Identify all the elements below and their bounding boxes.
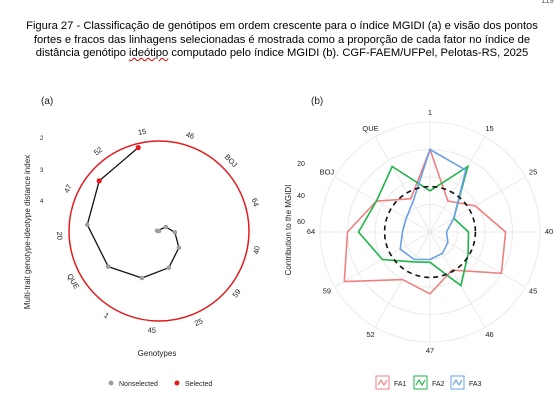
panel-b-rtick-0: 20 bbox=[297, 161, 305, 168]
panel-b-rtick-2: 60 bbox=[297, 219, 305, 226]
legend-fa3-glyph bbox=[452, 378, 463, 387]
genotype-label: 59 bbox=[230, 287, 242, 299]
nonselected-point bbox=[154, 228, 160, 234]
panel-b-marks: 1 15 25 40 45 46 47 52 59 64 BOJ QUE bbox=[307, 108, 553, 355]
radar-spoke bbox=[334, 176, 431, 233]
panel-a-rtick-2: 4 bbox=[40, 199, 44, 205]
radar-spoke bbox=[429, 176, 526, 233]
radar-category-label: 40 bbox=[545, 227, 553, 236]
legend-fa1-label: FA1 bbox=[394, 381, 407, 388]
panel-a-marks: 46 BOJ 64 40 59 25 45 1 QUE 20 47 52 15 bbox=[55, 127, 262, 335]
radar-series-fa1 bbox=[343, 147, 507, 295]
selection-threshold-circle bbox=[68, 140, 250, 322]
genotype-label: QUE bbox=[65, 272, 81, 291]
genotype-label: 1 bbox=[102, 311, 110, 321]
panel-b-label: (b) bbox=[311, 96, 323, 107]
nonselected-point bbox=[166, 265, 172, 271]
radar-category-label: 47 bbox=[426, 346, 434, 355]
panel-b-legend: FA1 FA2 FA3 bbox=[375, 375, 482, 390]
radar-spoke bbox=[429, 136, 486, 233]
radar-category-label: BOJ bbox=[320, 167, 335, 176]
legend-nonselected-label: Nonselected bbox=[119, 381, 158, 388]
genotype-label: 25 bbox=[193, 316, 204, 328]
genotype-label: 47 bbox=[62, 183, 74, 194]
radar-category-label: 59 bbox=[323, 286, 331, 295]
nonselected-point bbox=[105, 264, 111, 269]
radar-category-label: 46 bbox=[485, 330, 493, 339]
nonselected-point bbox=[172, 230, 178, 235]
panel-b-rtick-1: 40 bbox=[297, 193, 305, 200]
legend-selected-label: Selected bbox=[185, 381, 212, 388]
radar-category-label: 25 bbox=[529, 167, 537, 176]
radar-category-label: 45 bbox=[529, 286, 537, 295]
legend-fa3-box bbox=[450, 375, 465, 390]
genotype-label: 40 bbox=[251, 245, 261, 255]
radar-category-label: 1 bbox=[428, 108, 432, 117]
selected-point bbox=[96, 178, 102, 184]
genotype-label: 15 bbox=[137, 127, 147, 137]
panel-a-xlabel: Genotypes bbox=[138, 349, 177, 358]
genotype-label: BOJ bbox=[223, 152, 240, 169]
panel-a-ylabel: Multi-trait genotype-ideotype distance i… bbox=[23, 155, 32, 309]
legend-fa1-glyph bbox=[377, 378, 388, 387]
nonselected-point bbox=[85, 222, 90, 227]
caption-text-end: computado pelo índice MGIDI (b). CGF-FAE… bbox=[168, 47, 529, 60]
panel-a-label: (a) bbox=[41, 96, 53, 107]
panel-a-rtick-0: 2 bbox=[40, 136, 44, 142]
radar-series-fa3 bbox=[399, 148, 467, 261]
selected-point bbox=[135, 145, 141, 151]
radar-category-label: QUE bbox=[362, 124, 378, 133]
radar-category-label: 15 bbox=[485, 124, 493, 133]
panel-b-ylabel: Contribution to the MGIDI bbox=[284, 185, 293, 276]
spiral-line bbox=[86, 147, 180, 279]
legend-fa1-box bbox=[375, 375, 390, 390]
legend-fa3-label: FA3 bbox=[469, 381, 482, 388]
page-number: 119 bbox=[541, 0, 554, 5]
genotype-label: 46 bbox=[185, 130, 196, 141]
radar-spoke bbox=[429, 231, 486, 328]
caption-text: Figura 27 - Classificação de genótipos e… bbox=[26, 20, 538, 60]
legend-nonselected-swatch bbox=[108, 380, 114, 386]
genotype-label: 20 bbox=[55, 231, 64, 240]
nonselected-point bbox=[139, 275, 145, 281]
legend-fa2-label: FA2 bbox=[432, 381, 445, 388]
genotype-label: 64 bbox=[250, 197, 261, 208]
genotype-label: 52 bbox=[92, 145, 104, 157]
figure-caption: Figura 27 - Classificação de genótipos e… bbox=[14, 20, 550, 61]
radar-spoke bbox=[374, 136, 431, 233]
nonselected-point bbox=[176, 245, 182, 250]
genotype-label: 45 bbox=[147, 325, 156, 335]
radar-spoke bbox=[429, 231, 526, 288]
radar-category-label: 64 bbox=[307, 227, 315, 236]
radar-reference-circle bbox=[383, 185, 477, 279]
nonselected-point bbox=[163, 224, 169, 230]
legend-selected-swatch bbox=[174, 380, 180, 386]
caption-misspelled-word: ideótipo bbox=[129, 47, 169, 60]
panel-a-rtick-1: 3 bbox=[40, 168, 44, 174]
legend-fa2-box bbox=[413, 375, 428, 390]
legend-fa2-glyph bbox=[415, 378, 426, 387]
radar-category-label: 52 bbox=[366, 330, 374, 339]
